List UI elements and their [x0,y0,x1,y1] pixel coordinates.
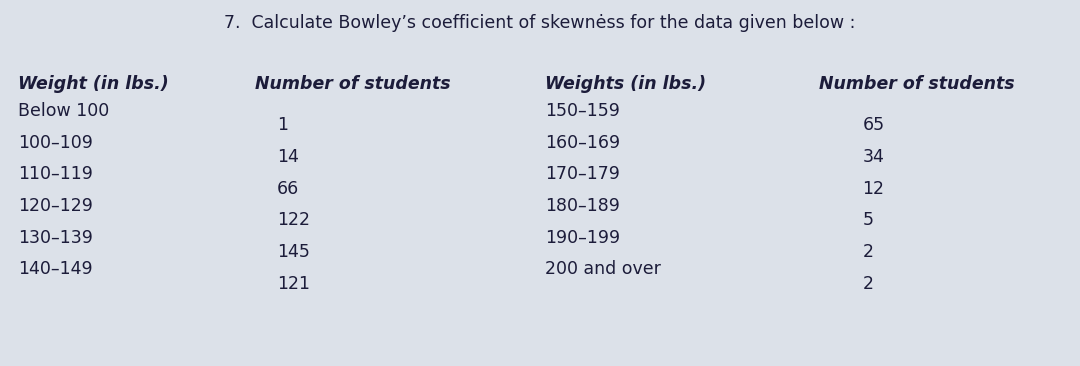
Text: 100–109: 100–109 [17,134,93,152]
Text: 110–119: 110–119 [17,165,93,183]
Text: 1: 1 [276,116,287,134]
Text: 170–179: 170–179 [545,165,620,183]
Text: Number of students: Number of students [820,75,1015,93]
Text: 180–189: 180–189 [545,197,620,215]
Text: 12: 12 [862,180,885,198]
Text: 150–159: 150–159 [545,102,620,120]
Text: 160–169: 160–169 [545,134,621,152]
Text: 65: 65 [862,116,885,134]
Text: Weight (in lbs.): Weight (in lbs.) [17,75,168,93]
Text: Below 100: Below 100 [17,102,109,120]
Text: 140–149: 140–149 [17,261,93,279]
Text: 145: 145 [276,243,310,261]
Text: 5: 5 [862,211,874,229]
Text: 122: 122 [276,211,310,229]
Text: 190–199: 190–199 [545,229,621,247]
Text: 2: 2 [862,243,874,261]
Text: 66: 66 [276,180,299,198]
Text: 34: 34 [862,148,885,166]
Text: Number of students: Number of students [255,75,450,93]
Text: Weights (in lbs.): Weights (in lbs.) [545,75,706,93]
Text: 130–139: 130–139 [17,229,93,247]
Text: 121: 121 [276,275,310,293]
Text: 120–129: 120–129 [17,197,93,215]
Text: 14: 14 [276,148,299,166]
Text: 200 and over: 200 and over [545,261,661,279]
Text: 2: 2 [862,275,874,293]
Text: 7.  Calculate Bowley’s coefficient of skewnėss for the data given below :: 7. Calculate Bowley’s coefficient of ske… [225,14,855,31]
